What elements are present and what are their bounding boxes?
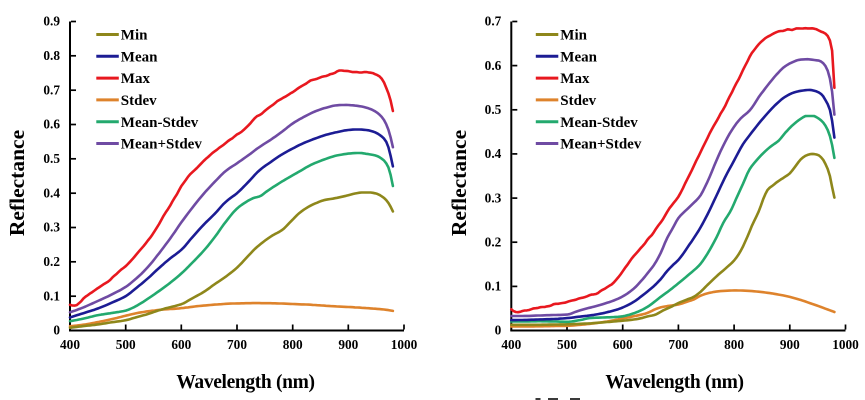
svg-text:0.5: 0.5 (43, 151, 60, 166)
svg-text:0.6: 0.6 (485, 58, 502, 73)
svg-text:400: 400 (501, 337, 521, 352)
svg-text:0.4: 0.4 (485, 146, 502, 161)
svg-text:0.2: 0.2 (485, 234, 502, 249)
svg-text:Mean-Stdev: Mean-Stdev (121, 115, 199, 131)
svg-text:0.3: 0.3 (43, 220, 60, 235)
svg-text:Mean+Stdev: Mean+Stdev (121, 137, 203, 153)
svg-text:0.1: 0.1 (43, 288, 60, 303)
svg-text:0.8: 0.8 (43, 48, 60, 63)
svg-text:0.1: 0.1 (485, 279, 502, 294)
svg-text:600: 600 (613, 337, 633, 352)
svg-text:900: 900 (780, 337, 800, 352)
svg-text:600: 600 (171, 337, 191, 352)
svg-text:Wavelength (nm): Wavelength (nm) (605, 372, 743, 393)
svg-text:1000: 1000 (391, 337, 418, 352)
svg-text:Stdev: Stdev (560, 93, 596, 109)
svg-text:800: 800 (724, 337, 744, 352)
svg-text:Max: Max (560, 71, 590, 87)
svg-text:0.9: 0.9 (43, 14, 60, 29)
svg-text:0.6: 0.6 (43, 117, 60, 132)
svg-text:0: 0 (495, 323, 502, 338)
svg-text:900: 900 (338, 337, 358, 352)
svg-text:800: 800 (283, 337, 303, 352)
svg-text:0: 0 (53, 323, 60, 338)
svg-text:0.4: 0.4 (43, 185, 60, 200)
svg-text:Min: Min (121, 28, 148, 44)
svg-text:Max: Max (121, 71, 151, 87)
svg-text:Reflectance: Reflectance (447, 130, 471, 236)
svg-text:0.7: 0.7 (43, 82, 60, 97)
svg-text:Mean-Stdev: Mean-Stdev (560, 115, 638, 131)
svg-text:Mean+Stdev: Mean+Stdev (560, 137, 642, 153)
svg-text:Reflectance: Reflectance (5, 130, 29, 236)
svg-text:1000: 1000 (832, 337, 859, 352)
svg-text:700: 700 (227, 337, 247, 352)
svg-text:500: 500 (116, 337, 136, 352)
svg-text:0.2: 0.2 (43, 254, 60, 269)
svg-text:700: 700 (668, 337, 688, 352)
svg-text:Mean: Mean (560, 49, 597, 65)
svg-text:Wavelength (nm): Wavelength (nm) (176, 372, 314, 393)
svg-text:500: 500 (557, 337, 577, 352)
svg-text:0.5: 0.5 (485, 102, 502, 117)
svg-text:Min: Min (560, 28, 587, 44)
svg-text:0.7: 0.7 (485, 14, 502, 29)
svg-text:Stdev: Stdev (121, 93, 157, 109)
svg-text:Mean: Mean (121, 49, 158, 65)
svg-text:400: 400 (60, 337, 80, 352)
svg-text:0.3: 0.3 (485, 190, 502, 205)
